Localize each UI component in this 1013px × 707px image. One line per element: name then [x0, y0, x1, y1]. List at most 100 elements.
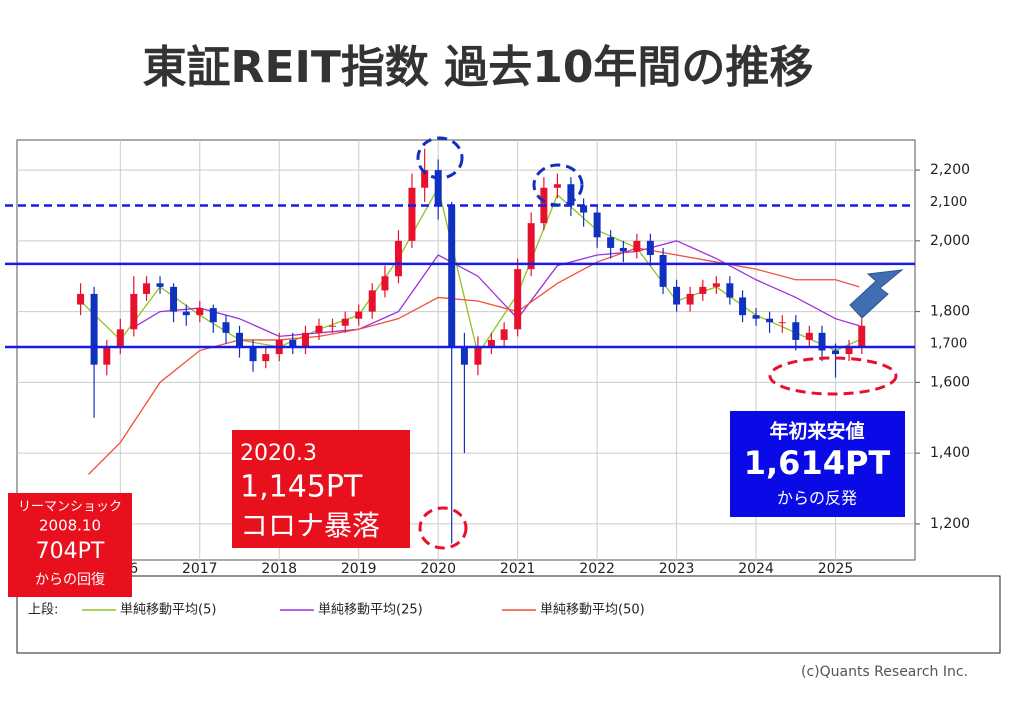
candle-body [580, 205, 588, 213]
y-tick-label: 1,200 [930, 516, 970, 532]
candle-body [249, 346, 257, 362]
candle-body [182, 311, 190, 316]
candle-body [712, 283, 720, 287]
candle-body [593, 212, 601, 238]
candle-body [421, 170, 429, 188]
candle-body [607, 237, 615, 248]
candle-body [460, 346, 468, 365]
candle-body [633, 240, 641, 252]
legend-prefix: 上段: [28, 603, 58, 618]
candle-body [818, 332, 826, 351]
candle-body [143, 283, 151, 294]
lehman-text: 704PT [36, 539, 105, 564]
reference-label: 2,100 [930, 195, 967, 210]
candle-body [196, 308, 204, 316]
candle-body [673, 286, 681, 305]
candle-body [381, 276, 389, 291]
legend-label: 単純移動平均(25) [318, 602, 423, 618]
candle-body [394, 240, 402, 277]
low-box [730, 411, 905, 517]
candle-body [328, 325, 336, 327]
y-tick-label: 1,600 [930, 374, 970, 390]
candle-body [619, 247, 627, 252]
candle-body [845, 346, 853, 355]
low-text: からの反発 [777, 489, 857, 508]
candle-body [527, 223, 535, 270]
candle-body [474, 346, 482, 365]
candle-body [236, 332, 244, 347]
candle-body [262, 354, 270, 362]
candle-body [805, 332, 813, 340]
y-tick-label: 2,200 [930, 162, 970, 178]
covid-text: コロナ暴落 [240, 509, 380, 542]
candle-body [301, 332, 309, 347]
candle-body [315, 325, 323, 333]
candle-body [170, 286, 178, 312]
legend-label: 単純移動平均(5) [120, 602, 216, 618]
candle-body [567, 184, 575, 206]
x-tick-label: 2019 [341, 561, 377, 577]
highlight-ellipse [768, 356, 898, 396]
covid-box [232, 430, 410, 548]
candle-body [130, 293, 138, 330]
lehman-text: リーマンショック [18, 500, 122, 515]
x-tick-label: 2017 [182, 561, 218, 577]
candle-body [355, 311, 363, 319]
candle-body [752, 315, 760, 319]
legend-label: 単純移動平均(50) [540, 602, 645, 618]
candle-body [487, 339, 495, 347]
candle-body [686, 293, 694, 305]
candle-body [739, 297, 747, 316]
covid-text: 2020.3 [240, 441, 317, 466]
candle-body [156, 283, 164, 287]
candle-body [103, 346, 111, 365]
candle-body [289, 339, 297, 347]
x-tick-label: 2025 [818, 561, 854, 577]
candle-body [766, 318, 774, 323]
covid-text: 1,145PT [240, 470, 363, 505]
y-tick-label: 2,000 [930, 233, 970, 249]
x-tick-label: 2024 [738, 561, 774, 577]
candle-body [778, 322, 786, 324]
legend-box [16, 575, 1001, 654]
trend-arrow [849, 269, 904, 319]
candle-body [646, 240, 654, 255]
candle-body [77, 293, 85, 305]
candle-body [116, 329, 124, 347]
candle-body [341, 318, 349, 326]
x-tick-label: 2022 [579, 561, 615, 577]
x-tick-label: 2023 [659, 561, 695, 577]
x-tick-label: 2018 [261, 561, 297, 577]
reference-label: 1,700 [930, 336, 967, 351]
y-tick-label: 1,400 [930, 445, 970, 461]
highlight-ellipse [532, 163, 584, 207]
candle-body [368, 290, 376, 312]
x-tick-label: 2021 [500, 561, 536, 577]
candle-body [832, 350, 840, 355]
candle-body [858, 325, 866, 347]
candle-body [500, 329, 508, 340]
candle-body [792, 322, 800, 340]
y-tick-label: 1,800 [930, 304, 970, 320]
highlight-ellipse [418, 506, 468, 550]
candle-body [222, 322, 230, 333]
candle-body [448, 205, 456, 347]
low-text: 年初来安値 [769, 420, 864, 443]
candle-body [408, 187, 416, 241]
x-tick-label: 2020 [420, 561, 456, 577]
low-text: 1,614PT [744, 444, 891, 482]
candle-body [514, 269, 522, 330]
highlight-ellipse [416, 136, 464, 180]
candle-body [209, 308, 217, 323]
credit: (c)Quants Research Inc. [801, 664, 968, 680]
candle-body [90, 293, 98, 365]
candle-body [434, 170, 442, 206]
candle-body [659, 254, 667, 287]
title: 東証REIT指数 過去10年間の推移 [143, 42, 814, 93]
lehman-text: 2008.10 [39, 517, 101, 535]
lehman-box [8, 493, 132, 597]
moving-average [135, 240, 860, 338]
candle-body [553, 184, 561, 188]
